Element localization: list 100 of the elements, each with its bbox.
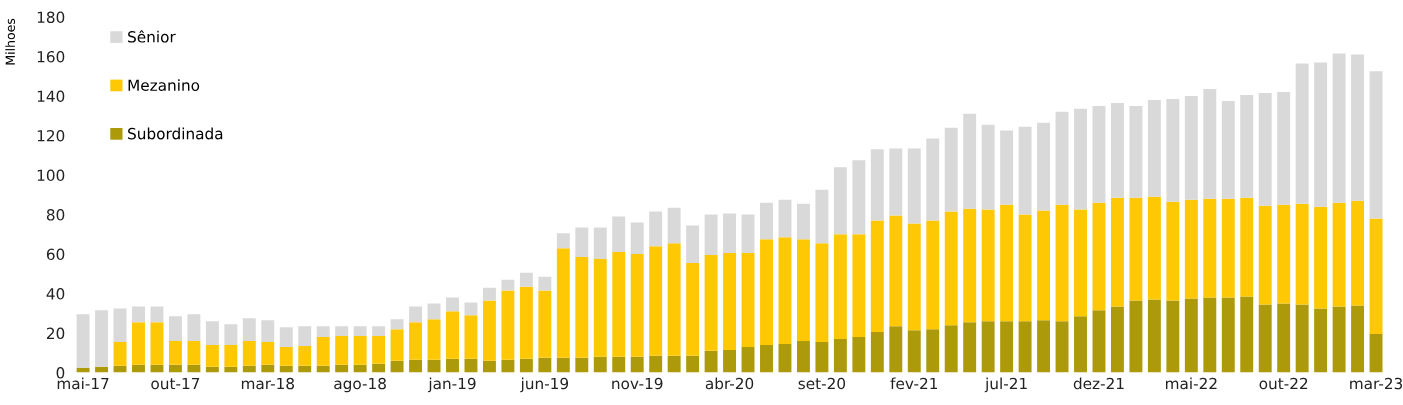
bar	[575, 357, 589, 373]
bar	[446, 311, 459, 359]
bar	[1092, 202, 1106, 311]
bar	[1184, 96, 1198, 200]
bar	[1074, 209, 1087, 317]
bar	[741, 346, 755, 373]
bar	[76, 314, 90, 368]
y-tick-label: 20	[46, 327, 65, 340]
bar	[778, 237, 792, 344]
legend-label: Mezanino	[128, 79, 200, 91]
bar	[963, 208, 977, 323]
bar	[649, 355, 663, 373]
bar	[1240, 296, 1254, 373]
bar	[1240, 197, 1254, 297]
bar	[1018, 126, 1032, 215]
bar	[1258, 93, 1272, 206]
y-tick-label: 120	[37, 130, 65, 142]
bar	[298, 345, 312, 366]
x-tick-label: mai-22	[1166, 377, 1217, 390]
bar	[519, 272, 533, 287]
bar	[796, 340, 810, 373]
bar	[279, 327, 293, 347]
bar	[1037, 320, 1051, 373]
bar	[593, 227, 607, 260]
bar	[907, 148, 921, 224]
bar	[1129, 105, 1143, 198]
bar	[907, 223, 921, 331]
bar	[686, 262, 700, 356]
x-tick-label: fev-21	[890, 377, 938, 390]
bar	[168, 340, 182, 365]
bar	[1018, 214, 1032, 322]
bar	[575, 227, 589, 258]
bar	[667, 355, 681, 373]
bar	[409, 359, 423, 373]
bar	[353, 326, 367, 337]
bar	[723, 253, 737, 350]
bar	[1369, 71, 1383, 219]
bar	[593, 356, 607, 373]
y-tick-label: 180	[37, 11, 65, 24]
bar	[390, 360, 404, 373]
bar	[353, 336, 367, 365]
bar	[1332, 202, 1346, 307]
bar	[630, 222, 644, 255]
bar	[316, 337, 330, 366]
bar	[1037, 210, 1051, 321]
bar	[778, 199, 792, 238]
bar	[1277, 303, 1291, 373]
bar	[889, 148, 903, 216]
bar	[1055, 111, 1069, 205]
bar	[686, 225, 700, 263]
bar	[335, 326, 349, 337]
bar	[760, 202, 773, 240]
bar	[981, 124, 995, 210]
bar	[464, 315, 478, 359]
x-tick-label: out-22	[1259, 377, 1308, 390]
y-tick-label: 140	[37, 90, 65, 103]
bar	[1203, 198, 1217, 298]
bar	[187, 340, 201, 365]
bar	[926, 138, 940, 221]
bar	[372, 326, 386, 337]
bar	[741, 253, 755, 347]
x-tick-label: jan-19	[428, 377, 476, 393]
bar	[501, 290, 515, 360]
bar	[1314, 62, 1328, 207]
bar	[612, 252, 626, 357]
bar	[1147, 299, 1161, 373]
bar	[1110, 306, 1124, 373]
bar	[1129, 197, 1143, 301]
bar	[981, 209, 995, 322]
bar	[926, 329, 940, 373]
bar	[132, 322, 145, 365]
bar	[1184, 298, 1198, 373]
bar	[833, 339, 847, 373]
bar	[1369, 218, 1383, 335]
bar	[1203, 297, 1217, 373]
bar	[1184, 199, 1198, 299]
bar	[372, 336, 386, 364]
bar	[796, 239, 810, 341]
bar	[944, 211, 958, 326]
bar	[538, 357, 552, 373]
bar	[427, 303, 441, 320]
bar	[427, 319, 441, 360]
bar	[261, 320, 275, 342]
bar	[852, 234, 866, 338]
bar	[686, 355, 700, 373]
x-tick-label: ago-18	[334, 377, 386, 393]
bar	[667, 207, 681, 244]
x-tick-label: nov-19	[612, 377, 663, 390]
bar	[1221, 198, 1235, 298]
bar	[1037, 122, 1051, 211]
bar	[242, 340, 256, 366]
bar	[760, 239, 773, 345]
bar	[1295, 203, 1309, 305]
bar	[1074, 316, 1087, 373]
bar	[519, 358, 533, 373]
bar	[796, 203, 810, 240]
bar	[501, 359, 515, 373]
bar	[150, 322, 164, 365]
bar	[298, 326, 312, 346]
bar	[390, 319, 404, 330]
